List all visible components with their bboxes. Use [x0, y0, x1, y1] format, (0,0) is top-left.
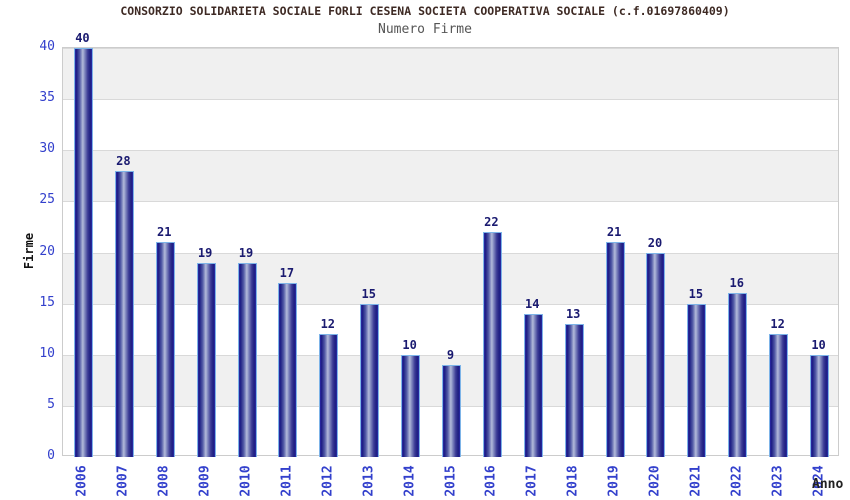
x-tick-label: 2014: [402, 465, 418, 497]
y-tick-label: 30: [39, 141, 55, 157]
bar-value-label: 21: [606, 225, 622, 240]
bar-2022: [728, 293, 748, 457]
gridline: [63, 48, 838, 49]
x-tick-label: 2009: [197, 465, 213, 497]
bar-2006: [73, 48, 93, 457]
plot-stripe-band: [63, 252, 838, 304]
bar-value-label: 12: [770, 317, 785, 332]
y-tick-label: 20: [39, 243, 55, 259]
x-tick-label: 2017: [524, 465, 540, 497]
x-tick-label: 2008: [156, 465, 172, 497]
bar-value-label: 19: [238, 245, 254, 260]
bar-value-label: 17: [279, 266, 295, 281]
bar-2010: [237, 262, 257, 457]
y-tick-label: 15: [39, 294, 55, 310]
x-tick-label: 2016: [483, 465, 499, 497]
chart-subtitle: Numero Firme: [378, 22, 472, 37]
x-axis-title: Anno: [812, 477, 844, 492]
bar-2019: [605, 242, 625, 457]
bar-2007: [114, 170, 134, 457]
gridline: [63, 354, 838, 356]
x-tick-label: 2018: [565, 465, 581, 497]
bar-2012: [319, 334, 339, 457]
gridline: [63, 99, 838, 101]
bar-2016: [482, 232, 502, 457]
bar-value-label: 21: [157, 225, 172, 240]
y-tick-label: 5: [47, 396, 55, 412]
bar-2013: [360, 303, 380, 457]
bar-value-label: 10: [402, 337, 417, 352]
x-tick-label: 2023: [770, 465, 786, 497]
x-tick-label: 2012: [320, 465, 336, 497]
bar-value-label: 15: [361, 286, 376, 301]
gridline: [63, 303, 838, 305]
gridline: [63, 201, 838, 203]
bar-2008: [155, 242, 175, 457]
plot-area: [62, 47, 839, 457]
bar-2020: [646, 252, 666, 457]
y-tick-label: 40: [39, 39, 55, 54]
bar-2023: [769, 334, 789, 457]
bar-2014: [401, 354, 421, 457]
bar-value-label: 9: [446, 347, 455, 362]
bar-2018: [564, 324, 584, 457]
bar-2011: [278, 283, 298, 457]
gridline: [63, 252, 838, 254]
y-tick-label: 10: [39, 345, 55, 361]
bar-2021: [687, 303, 707, 457]
x-tick-label: 2011: [279, 465, 295, 497]
x-tick-label: 2013: [361, 465, 377, 497]
bar-value-label: 20: [647, 235, 663, 250]
x-tick-label: 2019: [606, 465, 622, 497]
chart-title: CONSORZIO SOLIDARIETA SOCIALE FORLI CESE…: [120, 4, 730, 18]
bar-value-label: 22: [484, 215, 499, 230]
bar-value-label: 13: [565, 307, 581, 322]
x-tick-label: 2015: [443, 465, 458, 497]
x-tick-label: 2006: [74, 465, 90, 497]
bar-value-label: 28: [116, 153, 131, 168]
bar-2009: [196, 262, 216, 457]
bar-value-label: 15: [688, 286, 704, 301]
bar-value-label: 19: [197, 245, 213, 260]
bar-value-label: 12: [320, 317, 336, 332]
y-tick-label: 0: [47, 448, 55, 463]
bar-value-label: 14: [525, 296, 540, 311]
plot-stripe-band: [63, 48, 838, 100]
bar-2024: [810, 354, 830, 457]
x-tick-label: 2020: [647, 465, 663, 497]
x-tick-label: 2021: [688, 465, 704, 497]
x-tick-label: 2007: [115, 465, 131, 497]
y-tick-label: 25: [39, 192, 55, 208]
bar-2017: [523, 313, 543, 457]
y-tick-label: 35: [39, 90, 55, 106]
x-tick-label: 2022: [729, 465, 745, 497]
gridline: [63, 150, 838, 152]
bar-value-label: 40: [75, 31, 90, 45]
bar-value-label: 10: [811, 337, 826, 352]
x-tick-label: 2010: [238, 465, 254, 497]
bar-value-label: 16: [729, 276, 744, 291]
plot-stripe-band: [63, 150, 838, 202]
bar-2015: [442, 364, 461, 457]
